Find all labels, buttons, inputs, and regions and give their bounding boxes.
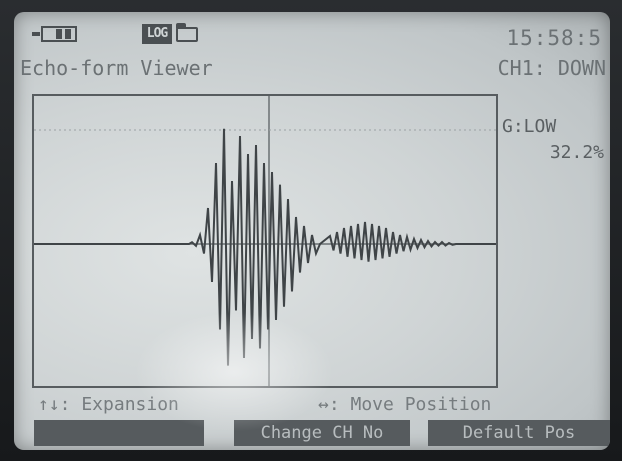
hint-row: ↑↓: Expansion ↔: Move Position — [14, 394, 610, 420]
default-pos-softkey[interactable]: Default Pos — [428, 420, 610, 446]
folder-icon — [176, 23, 198, 42]
change-ch-no-softkey[interactable]: Change CH No — [234, 420, 410, 446]
waveform-canvas — [34, 96, 496, 386]
gain-value: 32.2% — [549, 142, 604, 163]
status-bar: LOG 15:58:5 — [14, 12, 610, 52]
log-label: LOG — [142, 24, 172, 44]
battery-icon — [32, 26, 77, 42]
softkey-1[interactable] — [34, 420, 204, 446]
log-folder-icon: LOG — [142, 23, 204, 44]
move-position-hint: ↔: Move Position — [318, 394, 492, 415]
gain-label: G:LOW — [502, 116, 557, 137]
waveform-plot — [32, 94, 498, 388]
waveform-trace — [34, 128, 496, 366]
softkey-bar: Change CH No Default Pos — [14, 420, 610, 446]
lcd-screen: LOG 15:58:5 Echo-form Viewer CH1: DOWN G… — [14, 12, 610, 450]
page-title: Echo-form Viewer — [20, 56, 213, 80]
clock: 15:58:5 — [506, 26, 602, 50]
expansion-hint: ↑↓: Expansion — [38, 394, 179, 415]
title-row: Echo-form Viewer CH1: DOWN — [14, 54, 610, 84]
channel-status: CH1: DOWN — [497, 56, 606, 80]
